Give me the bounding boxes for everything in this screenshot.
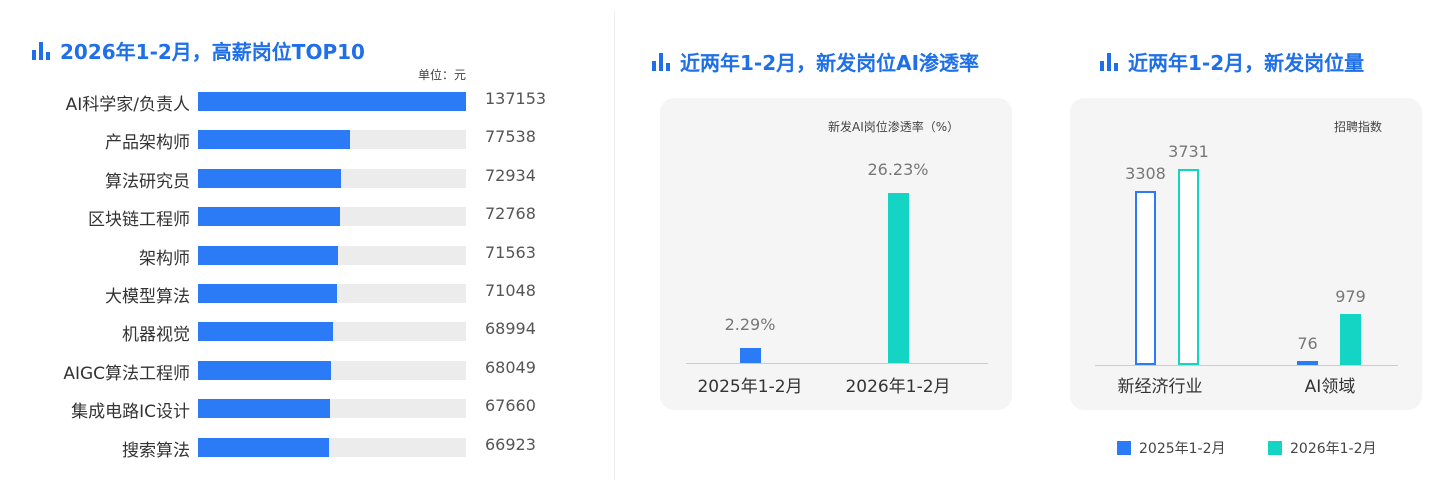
- bar: [888, 193, 909, 363]
- bar: [198, 92, 466, 111]
- x-axis: [686, 363, 988, 364]
- data-label: 68049: [485, 357, 536, 377]
- category-label: 搜索算法: [122, 440, 190, 461]
- bar: [1135, 191, 1156, 365]
- bar-chart-icon: [32, 41, 50, 60]
- chart1-title-text: 2026年1-2月，高薪岗位TOP10: [60, 40, 365, 64]
- data-label: 2.29%: [724, 315, 776, 335]
- data-label: 3308: [1125, 164, 1166, 184]
- bar: [198, 207, 341, 227]
- data-label: 66923: [485, 434, 536, 454]
- category-label: 产品架构师: [105, 133, 190, 154]
- chart2-card: [660, 98, 1012, 410]
- bar: [198, 322, 333, 342]
- legend-label: 2026年1-2月: [1290, 441, 1377, 457]
- legend-label: 2025年1-2月: [1139, 441, 1226, 457]
- bar: [1297, 361, 1318, 365]
- data-label: 979: [1335, 286, 1366, 306]
- category-label: 大模型算法: [105, 287, 190, 307]
- bar: [1178, 169, 1199, 365]
- bar-chart-icon: [1100, 52, 1118, 71]
- chart3-title: 近两年1-2月，新发岗位量: [1100, 47, 1364, 76]
- data-label: 68994: [485, 319, 536, 339]
- bar: [198, 168, 341, 188]
- chart3-ylabel: 招聘指数: [1334, 120, 1383, 134]
- chart1-title: 2026年1-2月，高薪岗位TOP10: [32, 36, 365, 65]
- data-label: 72934: [485, 165, 536, 185]
- bar: [198, 437, 329, 457]
- legend-swatch: [1117, 441, 1131, 455]
- chart2-title: 近两年1-2月，新发岗位AI渗透率: [652, 47, 979, 76]
- chart2-title-text: 近两年1-2月，新发岗位AI渗透率: [680, 51, 980, 75]
- bar: [198, 130, 350, 150]
- x-tick-label: 2025年1-2月: [697, 377, 803, 397]
- category-label: 集成电路IC设计: [71, 402, 190, 423]
- data-label: 26.23%: [867, 160, 929, 180]
- chart3-title-text: 近两年1-2月，新发岗位量: [1128, 51, 1365, 75]
- category-label: AI科学家/负责人: [65, 95, 190, 115]
- data-label: 72768: [485, 204, 536, 224]
- data-label: 3731: [1168, 142, 1209, 162]
- legend-item-2026: 2026年1-2月: [1268, 438, 1377, 458]
- bar: [198, 360, 331, 380]
- category-label: AIGC算法工程师: [63, 363, 190, 384]
- category-label: 区块链工程师: [88, 210, 190, 231]
- data-label: 71048: [485, 281, 536, 300]
- data-label: 71563: [485, 242, 536, 262]
- legend-item-2025: 2025年1-2月: [1117, 438, 1226, 458]
- x-tick-label: AI领域: [1304, 377, 1356, 397]
- bar: [1340, 313, 1361, 365]
- category-label: 算法研究员: [105, 171, 190, 192]
- bar: [740, 348, 761, 363]
- bar: [198, 245, 338, 265]
- legend-swatch: [1268, 441, 1282, 455]
- x-tick-label: 2026年1-2月: [845, 377, 951, 397]
- data-label: 67660: [485, 396, 536, 416]
- category-label: 机器视觉: [122, 325, 190, 346]
- category-label: 架构师: [139, 248, 190, 269]
- chart3-card: [1070, 98, 1422, 410]
- bar: [198, 399, 331, 419]
- x-tick-label: 新经济行业: [1117, 377, 1203, 397]
- data-label: 76: [1297, 334, 1318, 353]
- data-label: 77538: [485, 127, 536, 147]
- unit-label: 单位：元: [418, 68, 467, 82]
- chart2-ylabel: 新发AI岗位渗透率（%）: [828, 120, 960, 134]
- panel-divider: [614, 10, 615, 480]
- data-label: 137153: [485, 89, 547, 108]
- bar-chart-icon: [652, 52, 670, 71]
- x-axis: [1095, 365, 1398, 366]
- bar: [198, 284, 337, 303]
